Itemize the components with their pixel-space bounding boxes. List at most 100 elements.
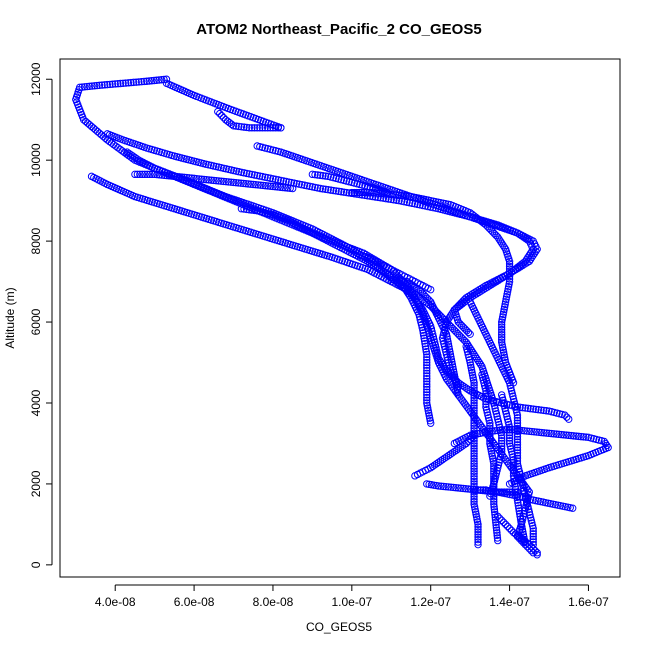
data-point xyxy=(300,181,309,189)
data-point xyxy=(448,358,456,366)
data-point xyxy=(470,419,478,427)
data-point xyxy=(531,547,539,555)
data-point xyxy=(417,318,425,326)
data-point xyxy=(170,172,179,181)
data-point xyxy=(513,426,521,434)
data-point xyxy=(494,461,503,469)
data-point xyxy=(249,180,257,189)
data-point xyxy=(507,445,515,453)
data-point xyxy=(427,325,436,333)
data-point xyxy=(472,513,481,521)
data-point xyxy=(480,379,488,387)
data-point xyxy=(394,191,403,200)
data-point xyxy=(470,422,478,430)
data-point xyxy=(476,486,485,494)
data-point xyxy=(311,183,319,192)
data-point xyxy=(500,243,509,251)
data-point xyxy=(271,175,280,184)
data-point xyxy=(470,497,478,506)
data-point xyxy=(432,343,440,352)
data-point xyxy=(483,408,491,417)
data-point xyxy=(511,403,520,411)
data-point xyxy=(501,300,509,309)
data-point xyxy=(348,188,356,197)
data-point xyxy=(145,77,153,85)
data-point xyxy=(217,111,226,120)
data-point xyxy=(528,519,536,527)
data-point xyxy=(464,485,472,493)
data-point xyxy=(216,109,224,118)
data-point xyxy=(500,353,509,362)
data-point xyxy=(470,384,478,392)
data-point xyxy=(332,187,340,195)
data-point xyxy=(497,318,506,326)
data-point xyxy=(490,401,499,410)
data-point xyxy=(497,437,506,445)
data-point xyxy=(427,285,435,294)
data-point xyxy=(498,315,506,324)
data-point xyxy=(486,419,494,427)
data-point xyxy=(80,83,89,91)
data-point xyxy=(542,407,551,415)
data-point xyxy=(524,505,533,514)
data-point xyxy=(542,429,551,437)
data-point xyxy=(470,492,478,501)
data-point xyxy=(502,293,511,301)
data-point xyxy=(488,449,496,458)
data-point xyxy=(427,322,435,330)
data-point xyxy=(492,526,501,534)
data-point xyxy=(486,439,494,448)
data-point xyxy=(392,276,401,284)
data-point xyxy=(465,353,473,361)
data-point xyxy=(423,396,431,404)
data-point xyxy=(89,124,98,132)
data-point xyxy=(313,184,322,192)
data-point xyxy=(431,341,440,349)
data-point xyxy=(490,459,498,468)
data-point xyxy=(402,192,410,200)
data-point xyxy=(509,392,517,400)
data-point xyxy=(505,480,514,488)
data-point xyxy=(350,188,358,197)
data-point xyxy=(426,414,434,422)
data-point xyxy=(480,381,489,390)
data-point xyxy=(271,183,280,191)
data-point xyxy=(516,515,525,523)
data-point xyxy=(308,183,317,191)
data-point xyxy=(471,508,480,516)
data-point xyxy=(500,305,508,314)
data-point xyxy=(505,425,514,433)
data-point xyxy=(229,122,238,130)
data-point xyxy=(190,174,198,183)
data-point xyxy=(504,285,512,293)
data-point xyxy=(137,78,146,86)
data-point xyxy=(124,79,133,87)
data-point xyxy=(500,351,508,359)
data-point xyxy=(195,175,203,183)
data-point xyxy=(513,451,522,460)
data-point xyxy=(474,533,482,541)
data-point xyxy=(470,452,478,460)
data-point xyxy=(319,171,327,180)
data-point xyxy=(370,189,378,197)
data-point xyxy=(245,124,254,132)
data-point xyxy=(252,181,260,189)
data-point xyxy=(182,173,191,182)
data-point xyxy=(545,429,553,438)
data-point xyxy=(462,439,470,448)
data-point xyxy=(533,549,541,557)
data-point xyxy=(497,450,505,458)
data-point xyxy=(503,412,511,421)
data-point xyxy=(574,432,583,441)
data-point xyxy=(494,418,503,426)
data-point xyxy=(482,406,491,414)
data-point xyxy=(482,387,490,395)
data-point xyxy=(465,356,474,364)
data-point xyxy=(400,277,409,285)
data-point xyxy=(474,535,482,544)
series-12 xyxy=(387,275,463,399)
data-point xyxy=(528,253,536,261)
data-point xyxy=(534,406,543,414)
data-point xyxy=(471,486,480,494)
data-point xyxy=(423,393,431,402)
